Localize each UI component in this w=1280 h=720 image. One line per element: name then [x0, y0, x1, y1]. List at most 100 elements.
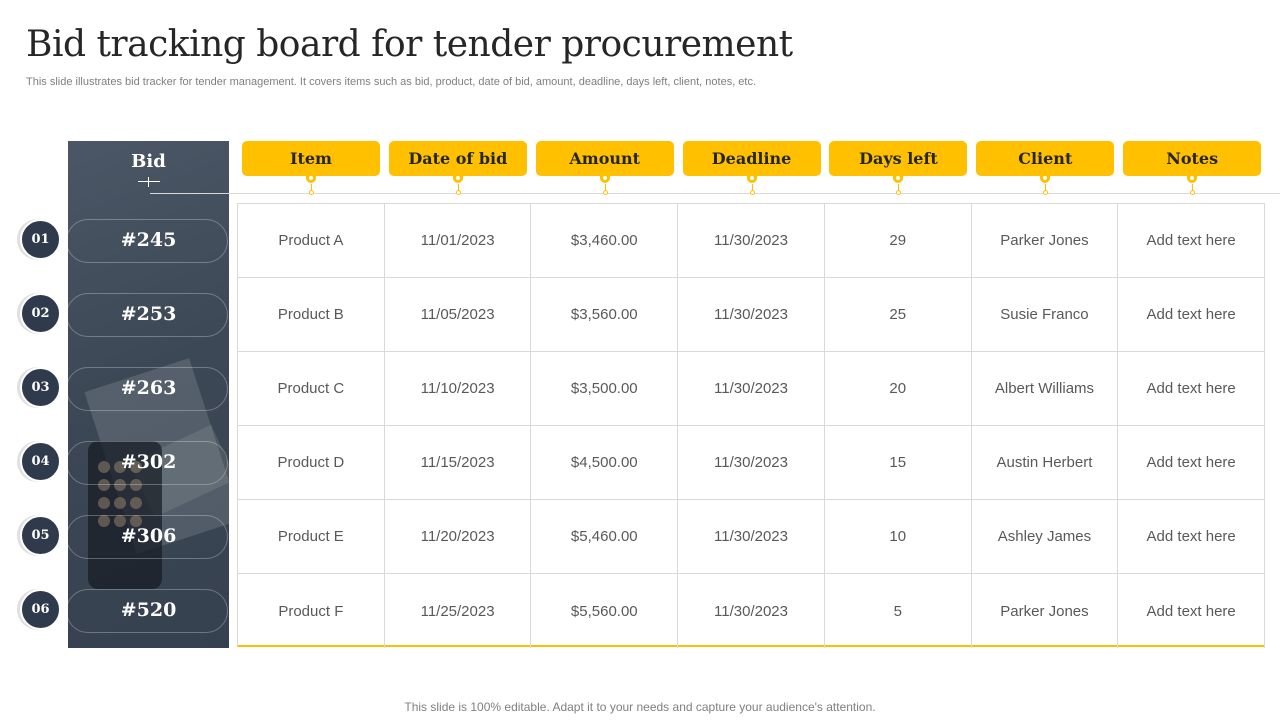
bid-number: #520 — [120, 599, 177, 621]
column-header-notes: Notes — [1123, 141, 1262, 176]
column-header-stem — [751, 184, 753, 191]
column-header-tip — [309, 190, 314, 195]
table-cell-deadline: 11/30/2023 — [678, 426, 825, 500]
table-row: Product B 11/05/2023 $3,560.00 11/30/2023 25… — [238, 278, 1266, 352]
table-cell-client: Parker Jones — [972, 574, 1119, 648]
table-cell-client: Parker Jones — [971, 204, 1119, 278]
table-cell-notes[interactable]: Add text here — [1118, 204, 1266, 278]
column-header-item: Item — [242, 141, 380, 176]
table-cell-notes[interactable]: Add text here — [1118, 500, 1266, 574]
table-cell-days-left: 5 — [825, 574, 972, 648]
header-connector-line — [150, 193, 1280, 194]
page-title: Bid tracking board for tender procuremen… — [26, 24, 793, 65]
bid-pill-outline — [66, 441, 228, 485]
table-cell-days-left: 20 — [824, 352, 972, 426]
bid-column-header: Bid — [131, 151, 166, 172]
bid-pill-outline — [66, 589, 228, 633]
table-cell-client: Albert Williams — [971, 352, 1119, 426]
row-number-badge: 05 — [20, 515, 61, 556]
table-row: Product E 11/20/2023 $5,460.00 11/30/2023 10… — [238, 500, 1266, 574]
page-subtitle: This slide illustrates bid tracker for t… — [26, 76, 757, 88]
table-cell-date-of-bid: 11/20/2023 — [384, 500, 532, 574]
table-cell-notes[interactable]: Add text here — [1118, 278, 1266, 352]
column-header-stem — [311, 184, 312, 191]
bid-number: #306 — [120, 525, 177, 547]
column-header-pin — [893, 175, 904, 183]
row-number-badge: 02 — [20, 293, 61, 334]
row-number-badge: 04 — [20, 441, 61, 482]
column-header-stem — [1045, 184, 1047, 191]
table-cell-item: Product A — [238, 204, 385, 278]
table-cell-date-of-bid: 11/05/2023 — [384, 278, 532, 352]
table-cell-amount: $4,500.00 — [531, 426, 679, 500]
column-header-pin — [306, 175, 316, 183]
table-cell-days-left: 29 — [824, 204, 972, 278]
footer-note: This slide is 100% editable. Adapt it to… — [404, 700, 876, 714]
table-cell-item: Product F — [238, 574, 385, 648]
column-header-days-left: Days left — [829, 141, 968, 176]
table-cell-item: Product E — [238, 500, 385, 574]
table-cell-item: Product C — [238, 352, 385, 426]
table-cell-date-of-bid: 11/10/2023 — [384, 352, 532, 426]
table-cell-amount: $5,560.00 — [531, 574, 679, 648]
bid-pill-outline — [66, 515, 228, 559]
table-cell-amount: $3,460.00 — [531, 204, 679, 278]
table-cell-client: Ashley James — [971, 500, 1119, 574]
row-number-badge: 03 — [20, 367, 61, 408]
table-cell-deadline: 11/30/2023 — [678, 574, 825, 648]
table-cell-date-of-bid: 11/15/2023 — [384, 426, 532, 500]
column-header-amount: Amount — [535, 141, 674, 176]
column-header-stem — [898, 184, 900, 191]
table-cell-notes[interactable]: Add text here — [1118, 574, 1266, 648]
column-header-pin — [746, 175, 757, 183]
column-header-tip — [749, 190, 755, 195]
table-cell-item: Product D — [238, 426, 385, 500]
table-cell-notes[interactable]: Add text here — [1118, 352, 1266, 426]
table-cell-days-left: 15 — [824, 426, 972, 500]
table-cell-date-of-bid: 11/25/2023 — [385, 574, 532, 648]
table-cell-days-left: 10 — [824, 500, 972, 574]
column-header-deadline: Deadline — [682, 141, 821, 176]
column-header-tip — [896, 190, 902, 195]
bid-column-panel: Bid — [68, 141, 229, 648]
bid-table: Product A 11/01/2023 $3,460.00 11/30/2023 29… — [237, 203, 1266, 648]
table-row: Product F 11/25/2023 $5,560.00 11/30/2023 5 P… — [238, 574, 1266, 648]
column-header-pin — [452, 175, 463, 183]
table-cell-client: Austin Herbert — [971, 426, 1119, 500]
background-calculator-image — [88, 441, 162, 589]
table-row: Product D 11/15/2023 $4,500.00 11/30/2023 15… — [238, 426, 1266, 500]
table-cell-deadline: 11/30/2023 — [678, 278, 825, 352]
table-cell-amount: $5,460.00 — [531, 500, 679, 574]
bid-pill-outline — [66, 293, 228, 337]
bid-number: #302 — [120, 451, 177, 473]
column-header-client: Client — [976, 141, 1115, 176]
table-cell-amount: $3,560.00 — [531, 278, 679, 352]
bid-header-marker — [138, 177, 160, 189]
table-cell-notes[interactable]: Add text here — [1118, 426, 1266, 500]
column-header-stem — [1192, 184, 1194, 191]
column-header-stem — [457, 184, 459, 191]
column-header-pin — [1040, 175, 1051, 183]
column-header-tip — [455, 190, 461, 195]
table-cell-deadline: 11/30/2023 — [678, 352, 825, 426]
column-header-date-of-bid: Date of bid — [388, 141, 527, 176]
row-number-badge: 06 — [20, 589, 61, 630]
bid-pill-outline — [66, 367, 228, 411]
table-cell-item: Product B — [238, 278, 385, 352]
column-header-pin — [599, 175, 610, 183]
table-cell-amount: $3,500.00 — [531, 352, 679, 426]
table-row: Product C 11/10/2023 $3,500.00 11/30/2023 20… — [238, 352, 1266, 426]
table-cell-deadline: 11/30/2023 — [678, 204, 825, 278]
table-cell-date-of-bid: 11/01/2023 — [384, 204, 532, 278]
row-number-badge: 01 — [20, 219, 61, 260]
column-header-tip — [1190, 190, 1196, 195]
bid-number: #253 — [120, 303, 177, 325]
table-row: Product A 11/01/2023 $3,460.00 11/30/2023 29… — [238, 204, 1266, 278]
column-header-stem — [604, 184, 606, 191]
table-cell-days-left: 25 — [824, 278, 972, 352]
bid-pill-outline — [66, 219, 228, 263]
column-header-tip — [602, 190, 608, 195]
bid-number: #245 — [120, 229, 177, 251]
column-header-tip — [1043, 190, 1049, 195]
column-header-pin — [1187, 175, 1198, 183]
